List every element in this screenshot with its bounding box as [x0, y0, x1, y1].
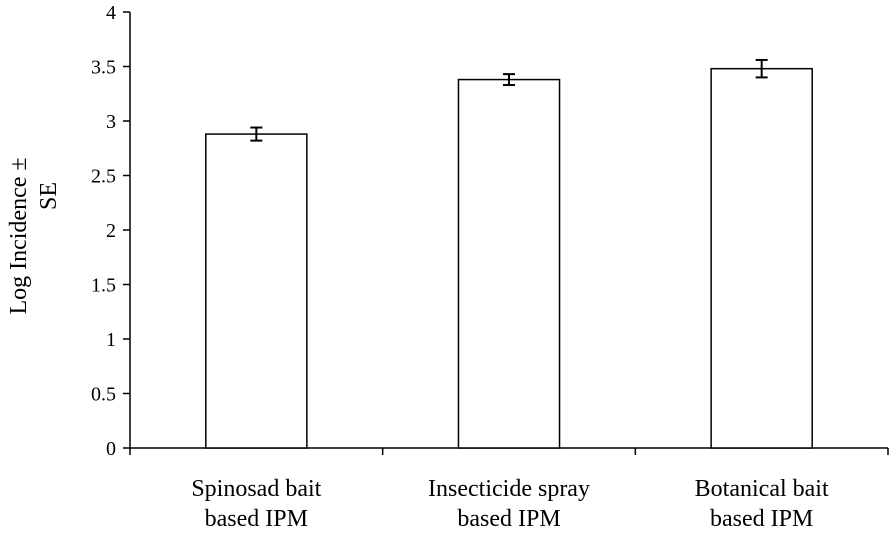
y-tick-label: 1 [106, 329, 116, 351]
y-tick-label: 4 [106, 2, 116, 24]
x-category-label: Insecticide spray [428, 476, 590, 502]
y-axis-title-line: SE [36, 182, 62, 210]
y-axis-title-line: Log Incidence ± [6, 157, 32, 314]
bar [457, 78, 561, 449]
y-tick-label: 2 [106, 220, 116, 242]
x-category-label: Spinosad bait [191, 476, 321, 502]
y-axis-title: Log Incidence ± SE [6, 157, 62, 314]
y-tick-label: 0 [106, 438, 116, 460]
x-category-label: based IPM [457, 506, 560, 532]
bar [710, 67, 813, 449]
y-tick-label: 3.5 [91, 57, 116, 79]
x-category-label: based IPM [205, 506, 308, 532]
chart-labels: 0 0.5 1 1.5 2 2.5 3 3.5 4 Spinosad bait based IPM I… [6, 2, 829, 532]
bar [205, 133, 308, 449]
y-tick-label: 3 [106, 111, 116, 133]
y-tick-label: 1.5 [91, 275, 116, 297]
y-tick-label: 2.5 [91, 166, 116, 188]
x-category-label: based IPM [710, 506, 813, 532]
chart-bars [205, 58, 813, 449]
y-tick-label: 0.5 [91, 384, 116, 406]
x-category-label: Botanical bait [695, 476, 829, 502]
